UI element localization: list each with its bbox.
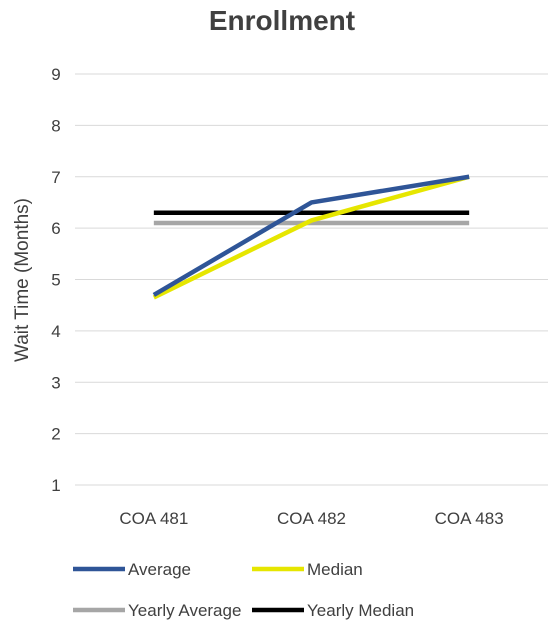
legend-label-yearly-median: Yearly Median [307,601,414,620]
x-tick-label: COA 481 [119,509,188,528]
y-tick-labels: 1 2 3 4 5 6 7 8 9 [51,65,60,495]
series-line-median [152,174,470,300]
y-tick-label: 1 [51,476,60,495]
chart-title: Enrollment [209,5,355,36]
legend: Average Median Yearly Average Yearly Median [73,560,414,620]
y-axis-label: Wait Time (Months) [12,198,33,362]
y-tick-label: 9 [51,65,60,84]
legend-label-median: Median [307,560,363,579]
series-line-average [152,174,470,297]
gridlines [75,73,548,486]
y-tick-label: 6 [51,219,60,238]
y-tick-label: 7 [51,168,60,187]
x-tick-label: COA 483 [435,509,504,528]
legend-label-average: Average [128,560,191,579]
y-tick-label: 4 [51,322,60,341]
x-tick-labels: COA 481 COA 482 COA 483 [119,509,503,528]
y-tick-label: 5 [51,271,60,290]
x-tick-label: COA 482 [277,509,346,528]
y-tick-label: 2 [51,425,60,444]
y-tick-label: 8 [51,116,60,135]
legend-label-yearly-average: Yearly Average [128,601,241,620]
y-tick-label: 3 [51,373,60,392]
series-lines [152,174,470,300]
